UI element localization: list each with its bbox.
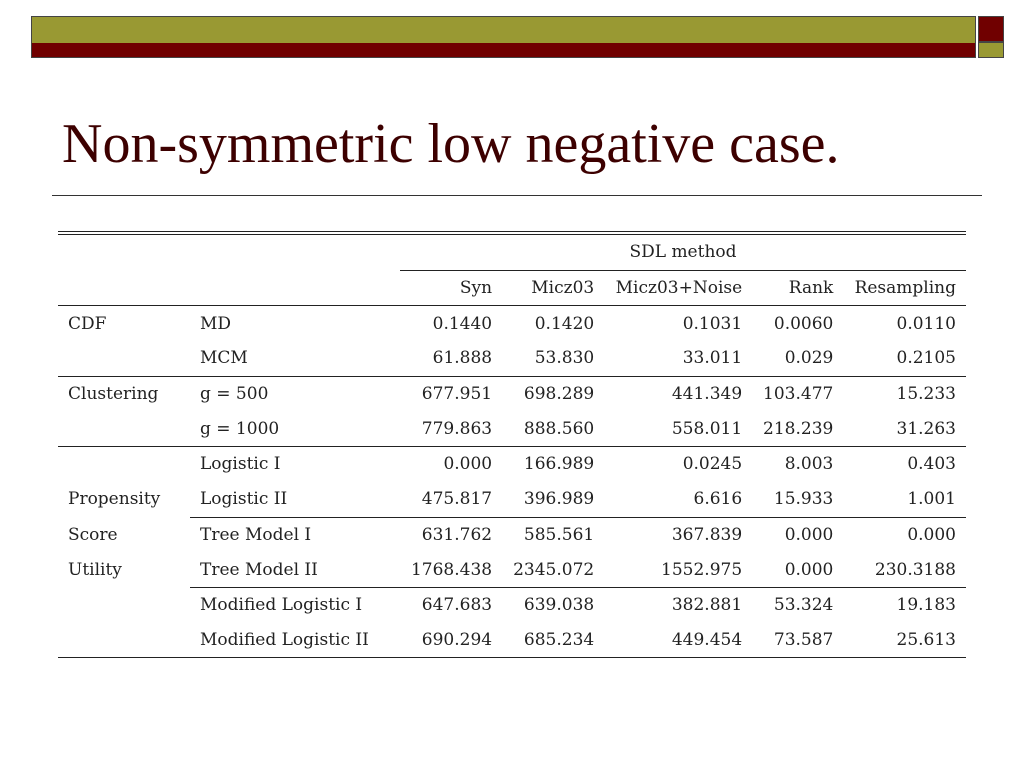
cell-value: 677.951 [421, 384, 493, 405]
table-row: Logistic I 0.000 166.989 0.0245 8.003 0.… [58, 446, 966, 482]
table-row: Modified Logistic II 690.294 685.234 449… [58, 623, 966, 658]
table-row: g = 1000 779.863 888.560 558.011 218.239… [58, 411, 966, 446]
row-measure-label: Tree Model II [200, 559, 318, 580]
cell-value: 166.989 [523, 454, 595, 475]
cell-value: 0.1420 [534, 313, 595, 334]
cell-value: 103.477 [763, 384, 834, 405]
row-measure-label: MD [200, 313, 232, 334]
row-group-label: Propensity [68, 489, 161, 510]
col-header-syn: Syn [459, 278, 493, 299]
row-measure-label: Logistic I [200, 454, 281, 475]
olive-stripe [32, 17, 975, 43]
table-row: Score Tree Model I 631.762 585.561 367.8… [58, 516, 966, 553]
cell-value: 2345.072 [513, 559, 595, 580]
col-header-rank: Rank [788, 278, 834, 299]
cell-value: 61.888 [432, 348, 493, 369]
col-header-micz03: Micz03 [531, 278, 595, 299]
cell-value: 1768.438 [410, 559, 493, 580]
slide-title: Non-symmetric low negative case. [62, 113, 840, 175]
cell-value: 647.683 [400, 586, 503, 623]
cell-value: 690.294 [421, 629, 493, 650]
row-measure-label: Modified Logistic II [200, 629, 369, 650]
cell-value: 0.000 [784, 559, 834, 580]
row-measure-label: g = 1000 [200, 418, 280, 439]
cell-value: 685.234 [523, 629, 595, 650]
cell-value: 631.762 [400, 516, 503, 553]
row-group-label: Score [68, 524, 118, 545]
row-group-label [58, 341, 190, 376]
cell-value: 25.613 [896, 629, 956, 650]
cell-value: 33.011 [682, 348, 743, 369]
cell-value: 0.000 [752, 516, 844, 553]
cell-value: 449.454 [671, 629, 743, 650]
row-group-label [58, 587, 190, 622]
cell-value: 1.001 [907, 489, 956, 510]
cell-value: 53.324 [752, 586, 844, 623]
column-header-row: Syn Micz03 Micz03+Noise Rank Resampling [58, 270, 966, 306]
cell-value: 0.0060 [773, 313, 834, 334]
cell-value: 888.560 [523, 418, 595, 439]
table-top-rule-2 [58, 234, 966, 235]
cell-value: 15.933 [773, 489, 834, 510]
cell-value: 15.233 [896, 384, 956, 405]
cell-value: 0.000 [843, 516, 966, 553]
col-header-resampling: Resampling [854, 278, 956, 299]
col-header-micz03-noise: Micz03+Noise [615, 278, 743, 299]
cell-value: 0.1440 [432, 313, 493, 334]
row-group-label: Clustering [68, 384, 159, 405]
cell-value: 0.2105 [896, 348, 956, 369]
table-row: Utility Tree Model II 1768.438 2345.072 … [58, 552, 966, 587]
row-group-label [58, 623, 190, 658]
cell-value: 779.863 [421, 418, 493, 439]
row-group-label: CDF [68, 313, 107, 334]
cell-value: 230.3188 [874, 559, 956, 580]
cell-value: 31.263 [896, 418, 956, 439]
results-table-container: SDL method Syn Micz03 Micz03+Noise Rank … [58, 231, 966, 658]
cell-value: 0.403 [907, 454, 956, 475]
cell-value: 0.0245 [682, 454, 743, 475]
table-row: Modified Logistic I 647.683 639.038 382.… [58, 586, 966, 623]
cell-value: 698.289 [523, 384, 595, 405]
cell-value: 367.839 [604, 516, 753, 553]
cell-value: 639.038 [502, 586, 605, 623]
cell-value: 1552.975 [661, 559, 743, 580]
corner-square-maroon [978, 16, 1004, 42]
header-decoration-bar [31, 16, 976, 58]
cell-value: 73.587 [773, 629, 834, 650]
cell-value: 396.989 [523, 489, 595, 510]
sdl-method-header: SDL method [400, 235, 966, 271]
cell-value: 475.817 [421, 489, 493, 510]
cell-value: 0.1031 [682, 313, 743, 334]
row-measure-label: MCM [200, 348, 248, 369]
cell-value: 0.029 [784, 348, 834, 369]
table-top-rule [58, 231, 966, 232]
row-measure-label: Modified Logistic I [190, 586, 400, 623]
cell-value: 382.881 [604, 586, 753, 623]
cell-value: 53.830 [534, 348, 595, 369]
cell-value: 6.616 [693, 489, 743, 510]
cell-value: 0.0110 [896, 313, 956, 334]
cell-value: 8.003 [784, 454, 834, 475]
results-table: SDL method Syn Micz03 Micz03+Noise Rank … [58, 235, 966, 658]
row-measure-label: Tree Model I [190, 516, 400, 553]
row-measure-label: Logistic II [200, 489, 288, 510]
row-group-label [58, 411, 190, 446]
cell-value: 441.349 [671, 384, 743, 405]
group-header-row: SDL method [58, 235, 966, 271]
table-row: Clustering g = 500 677.951 698.289 441.3… [58, 376, 966, 411]
cell-value: 218.239 [763, 418, 834, 439]
cell-value: 0.000 [443, 454, 493, 475]
corner-square-olive [978, 42, 1004, 58]
row-group-label [58, 447, 190, 482]
row-measure-label: g = 500 [200, 384, 269, 405]
cell-value: 585.561 [502, 516, 605, 553]
table-row: MCM 61.888 53.830 33.011 0.029 0.2105 [58, 341, 966, 376]
table-row: CDF MD 0.1440 0.1420 0.1031 0.0060 0.011… [58, 306, 966, 341]
maroon-stripe [32, 43, 975, 57]
row-group-label: Utility [68, 559, 122, 580]
cell-value: 19.183 [843, 586, 966, 623]
cell-value: 558.011 [671, 418, 743, 439]
title-divider [52, 195, 982, 196]
table-row: Propensity Logistic II 475.817 396.989 6… [58, 482, 966, 517]
